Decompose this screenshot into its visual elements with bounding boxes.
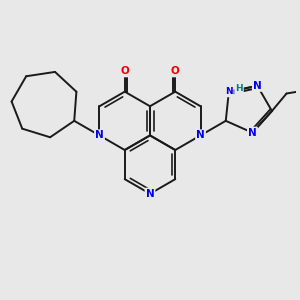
Text: N: N [248, 128, 257, 138]
Text: O: O [120, 66, 129, 76]
Text: N: N [253, 81, 262, 91]
Text: N: N [146, 189, 154, 199]
Text: N: N [225, 87, 232, 96]
Text: N: N [95, 130, 104, 140]
Text: O: O [171, 66, 180, 76]
Text: H: H [235, 84, 243, 93]
Text: N: N [196, 130, 205, 140]
